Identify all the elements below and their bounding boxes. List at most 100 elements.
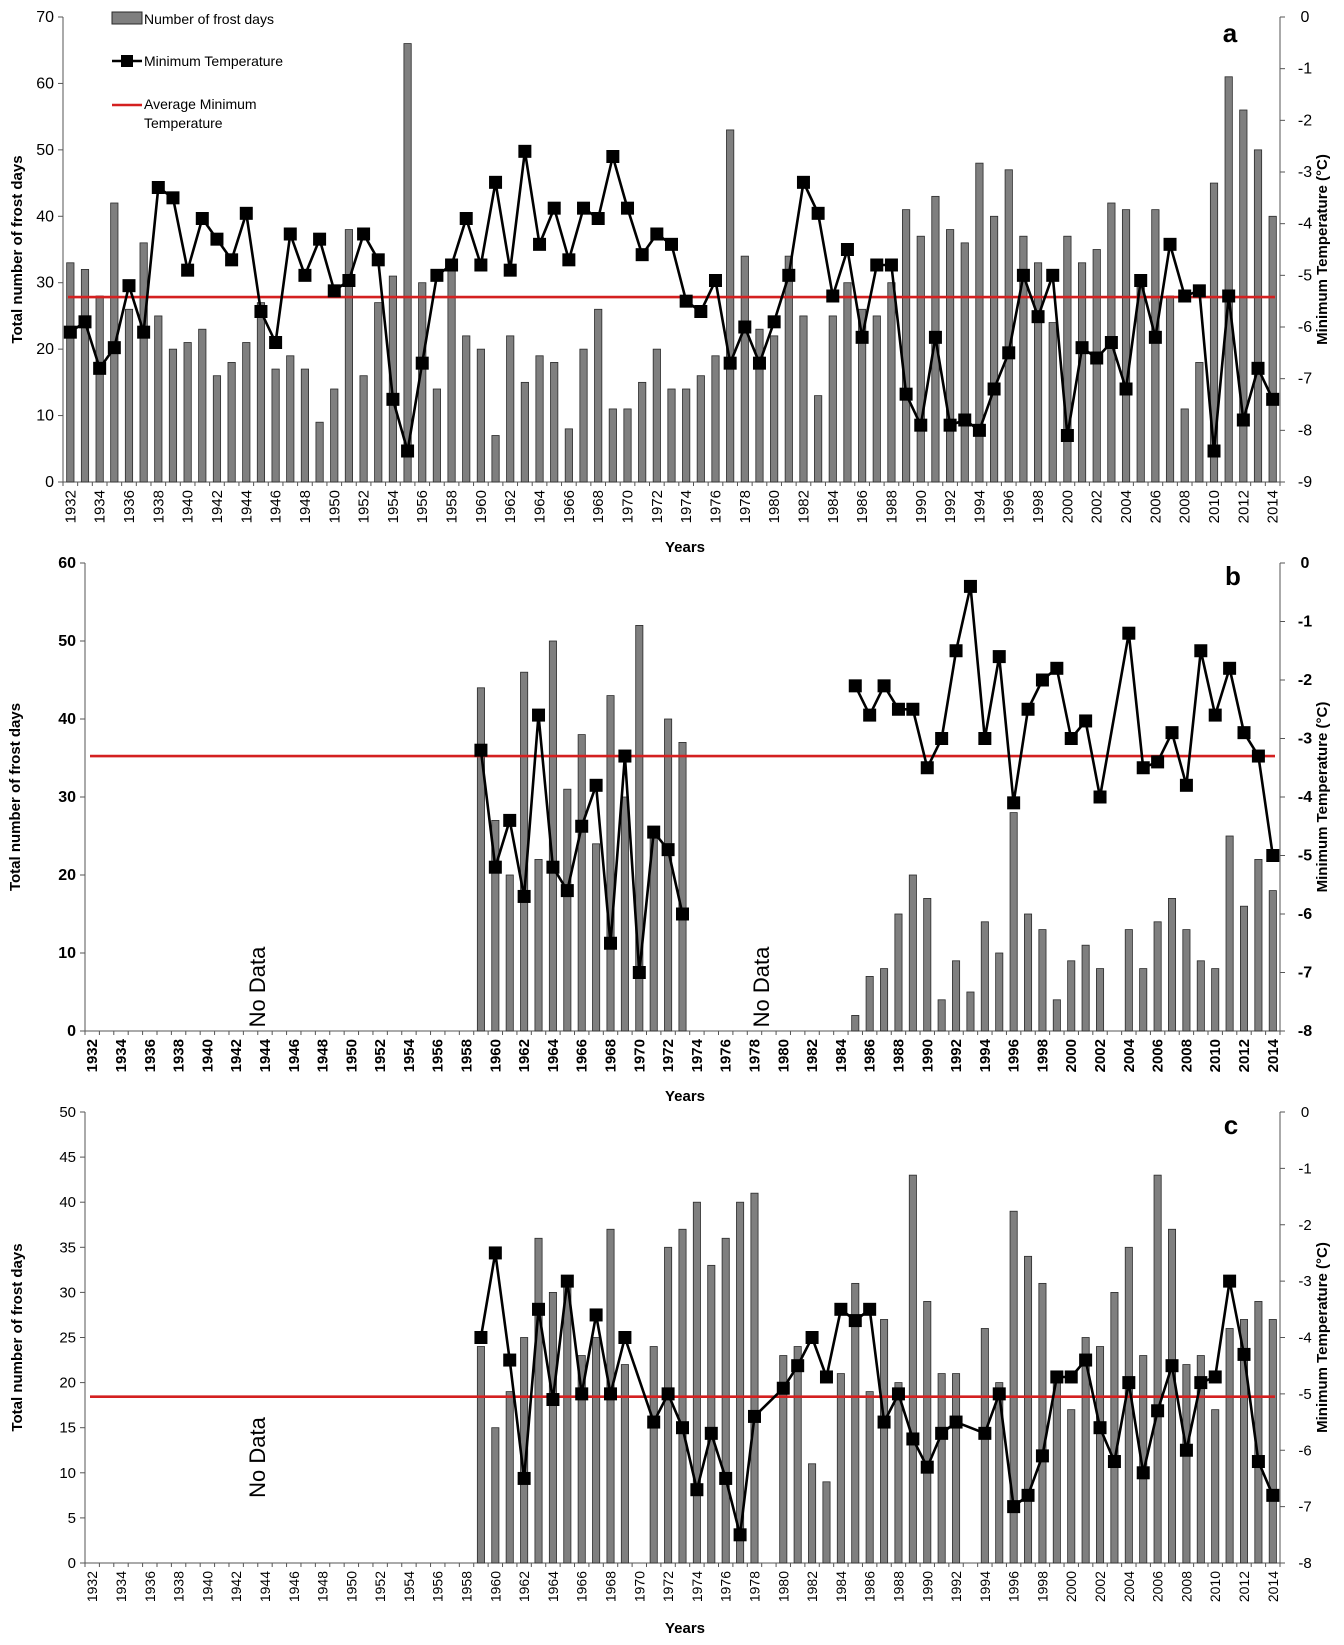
y-axis-title: Total number of frost days — [9, 155, 26, 343]
min-temperature-marker — [122, 279, 136, 293]
y2-tick-label: -8 — [1298, 422, 1312, 439]
x-tick-label: 1968 — [603, 1571, 619, 1602]
y-tick-label: 0 — [45, 474, 54, 491]
y2-axis-title: Minimum Temperature (°C) — [1314, 154, 1331, 345]
min-temperature-marker — [1251, 361, 1265, 375]
x-tick-label: 1998 — [1034, 1571, 1050, 1602]
bar — [1268, 215, 1277, 483]
bar — [678, 742, 687, 1032]
bar — [1180, 408, 1189, 483]
y-tick-label: 40 — [58, 711, 76, 728]
bar — [1182, 929, 1191, 1032]
min-temperature-marker — [935, 1426, 949, 1440]
min-temperature-marker — [474, 258, 488, 272]
y2-tick-label: -8 — [1298, 1555, 1311, 1572]
min-temperature-marker — [805, 1331, 819, 1344]
bar — [937, 1373, 946, 1564]
bar — [330, 388, 339, 483]
y-tick-label: 50 — [58, 633, 76, 650]
bar — [462, 335, 471, 483]
min-temperature-marker — [1104, 336, 1118, 349]
min-temperature-marker — [1179, 1443, 1193, 1457]
min-temperature-marker — [1079, 1353, 1093, 1367]
min-temperature-marker — [1136, 1466, 1150, 1480]
x-tick-label: 1982 — [804, 1571, 820, 1602]
x-tick-label: 2010 — [1206, 490, 1223, 523]
min-temperature-marker — [920, 1460, 934, 1474]
panel-a-chart: 0 10 20 30 40 50 60 70 0 -1 -2 -3 -4 -5 -6 -7 -8 -9 1932 19… — [9, 9, 1331, 556]
y-tick-label: 45 — [59, 1149, 76, 1166]
min-temperature-marker — [914, 418, 928, 432]
bar — [1240, 1319, 1249, 1564]
bar — [923, 898, 932, 1032]
min-temperature-marker — [283, 227, 297, 241]
x-tick-label: 1946 — [286, 1571, 302, 1602]
min-temperature-marker — [1021, 702, 1035, 716]
x-tick-label: 2000 — [1059, 490, 1076, 523]
x-tick-label: 1948 — [315, 1039, 332, 1072]
bar — [995, 952, 1004, 1032]
min-temperature-marker — [840, 243, 854, 256]
min-temperature-marker — [958, 413, 972, 427]
bar — [1052, 1373, 1061, 1564]
x-tick-label: 1980 — [766, 490, 783, 523]
bar — [242, 342, 251, 483]
bar — [664, 718, 673, 1032]
min-temperature-marker — [661, 843, 675, 857]
min-temperature-marker — [1093, 790, 1107, 804]
x-tick-label: 1984 — [833, 1038, 850, 1072]
min-temperature-marker — [935, 732, 949, 745]
bar — [359, 375, 368, 483]
x-tick-label: 2010 — [1207, 1571, 1223, 1602]
x-tick-label: 1994 — [977, 1038, 994, 1072]
min-temperature-marker — [298, 268, 312, 282]
bar — [779, 1355, 788, 1564]
bar — [960, 242, 969, 483]
min-temperature-marker — [987, 382, 1001, 396]
y-tick-label: 30 — [59, 1284, 76, 1301]
x-tick-label: 1936 — [142, 1039, 159, 1072]
x-tick-label: 1964 — [532, 490, 549, 523]
min-temperature-marker — [503, 1353, 517, 1367]
min-temperature-marker — [690, 1483, 704, 1497]
x-tick-label: 1952 — [356, 490, 373, 523]
bar — [1196, 1355, 1205, 1564]
min-temperature-marker — [1090, 351, 1104, 365]
bar — [894, 1382, 903, 1564]
y2-tick-label: -5 — [1298, 1386, 1311, 1403]
bar — [814, 395, 823, 483]
bar — [750, 1192, 759, 1564]
x-tick-label: 1954 — [385, 490, 402, 523]
x-tick-label: 1976 — [707, 490, 724, 523]
y-tick-label: 20 — [58, 867, 76, 884]
x-tick-label: 1934 — [113, 1038, 130, 1072]
legend-label: Minimum Temperature — [144, 53, 283, 69]
bar — [1067, 960, 1076, 1032]
y-tick-label: 10 — [59, 1465, 76, 1482]
y-tick-label: 20 — [36, 341, 54, 358]
x-tick-label: 1940 — [180, 490, 197, 523]
y2-tick-label: -6 — [1298, 319, 1312, 336]
bar — [476, 348, 485, 483]
x-tick-label: 1954 — [401, 1038, 418, 1072]
x-tick-label: 1964 — [545, 1571, 561, 1602]
x-tick-label: 2006 — [1150, 1571, 1166, 1602]
bar — [476, 687, 485, 1032]
min-temperature-marker — [1192, 284, 1206, 298]
min-temperature-marker — [1222, 289, 1236, 303]
x-tick-label: 2014 — [1265, 1571, 1281, 1602]
min-temperature-marker — [891, 702, 905, 716]
bar — [1024, 1255, 1033, 1564]
min-temperature-marker — [1237, 1347, 1251, 1361]
bar — [139, 242, 148, 483]
bar — [736, 1201, 745, 1564]
x-tick-label: 2000 — [1063, 1039, 1080, 1072]
x-tick-label: 1996 — [1001, 490, 1018, 523]
x-tick-label: 1936 — [121, 490, 138, 523]
x-tick-label: 2008 — [1178, 1039, 1195, 1072]
min-temperature-marker — [647, 825, 661, 839]
x-tick-label: 2014 — [1265, 490, 1282, 523]
x-tick-label: 1966 — [561, 490, 578, 523]
min-temperature-marker — [738, 320, 752, 334]
